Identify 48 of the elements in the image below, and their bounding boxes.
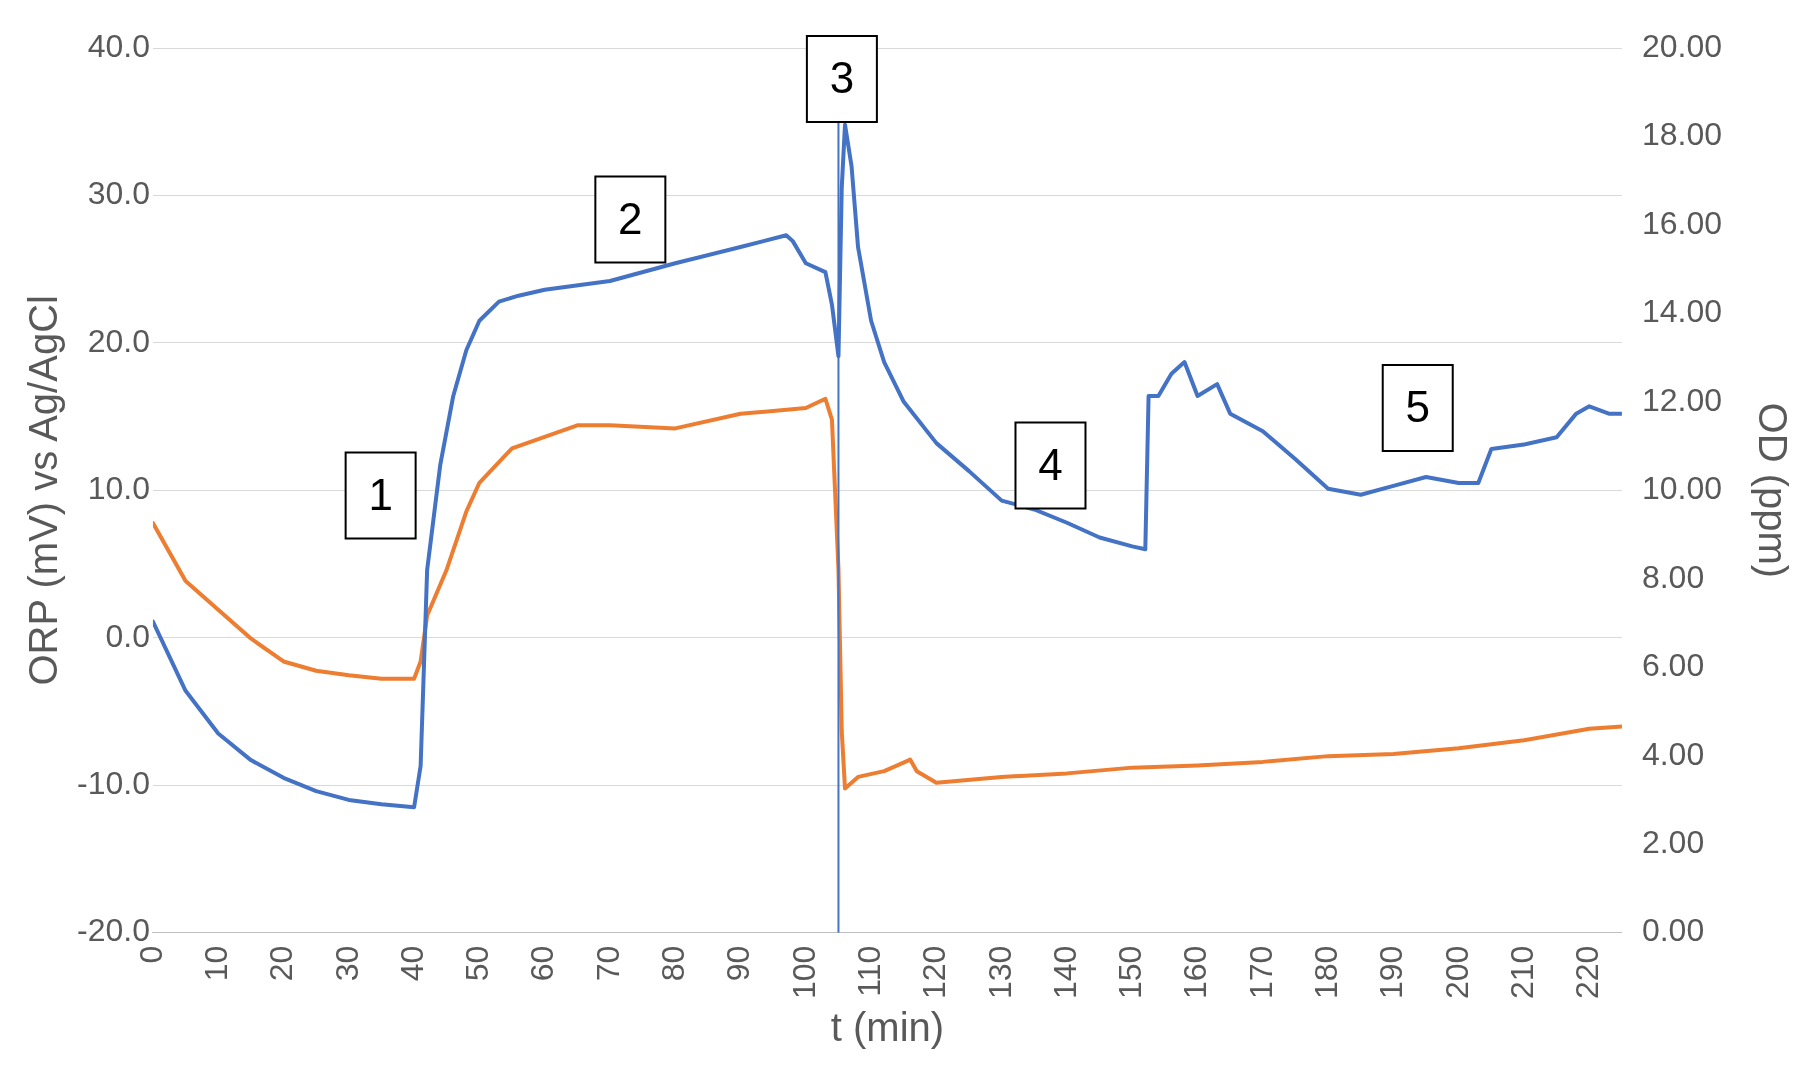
annotation: 3 (829, 53, 855, 103)
x-tick-label: 180 (1307, 945, 1344, 999)
x-tick-label: 40 (393, 945, 430, 982)
y2-tick-label: 8.00 (1641, 558, 1705, 595)
y-tick-label: 0.0 (105, 617, 150, 654)
x-tick-label: 20 (263, 945, 300, 982)
x-tick-label: 140 (1046, 945, 1083, 999)
annotation: 5 (1405, 382, 1430, 432)
x-tick-label: 30 (328, 945, 365, 982)
y2-tick-label: 12.00 (1641, 381, 1722, 418)
annotation: 4 (1038, 439, 1063, 489)
x-tick-label: 150 (1112, 945, 1149, 999)
annotation: 2 (618, 193, 643, 243)
x-tick-label: 210 (1503, 945, 1540, 999)
x-tick-label: 200 (1438, 945, 1475, 999)
x-tick-label: 80 (655, 945, 692, 982)
y-tick-label: 40.0 (87, 27, 150, 64)
y2-tick-label: 0.00 (1641, 912, 1705, 949)
y-tick-label: 30.0 (87, 175, 150, 212)
y-tick-label: 10.0 (87, 470, 150, 507)
x-tick-label: 0 (132, 945, 169, 964)
x-tick-label: 190 (1373, 945, 1410, 999)
y2-tick-label: 20.00 (1641, 27, 1722, 64)
y2-tick-label: 14.00 (1641, 293, 1722, 330)
x-tick-label: 220 (1569, 945, 1606, 999)
x-tick-label: 170 (1242, 945, 1279, 999)
x-tick-label: 120 (916, 945, 953, 999)
x-axis-title: t (min) (830, 1005, 945, 1050)
y2-tick-label: 6.00 (1641, 647, 1705, 684)
y-axis-title: ORP (mV) vs Ag/AgCl (21, 295, 66, 686)
y2-tick-label: 2.00 (1641, 823, 1705, 860)
annotation: 1 (368, 469, 393, 519)
y2-tick-label: 10.00 (1641, 470, 1722, 507)
x-tick-label: 50 (459, 945, 496, 982)
y2-tick-label: 4.00 (1641, 735, 1705, 772)
y-tick-label: 20.0 (87, 322, 150, 359)
y2-tick-label: 18.00 (1641, 116, 1722, 153)
x-tick-label: 60 (524, 945, 561, 982)
x-tick-label: 10 (198, 945, 235, 982)
x-tick-label: 110 (850, 945, 887, 997)
y2-axis-title: OD (ppm) (1750, 402, 1795, 579)
x-tick-label: 90 (720, 945, 757, 982)
y2-tick-label: 16.00 (1641, 204, 1722, 241)
x-tick-label: 100 (785, 945, 822, 999)
x-tick-label: 130 (981, 945, 1018, 999)
x-tick-label: 160 (1177, 945, 1214, 999)
x-tick-label: 70 (589, 945, 626, 982)
y-tick-label: -10.0 (77, 765, 150, 801)
